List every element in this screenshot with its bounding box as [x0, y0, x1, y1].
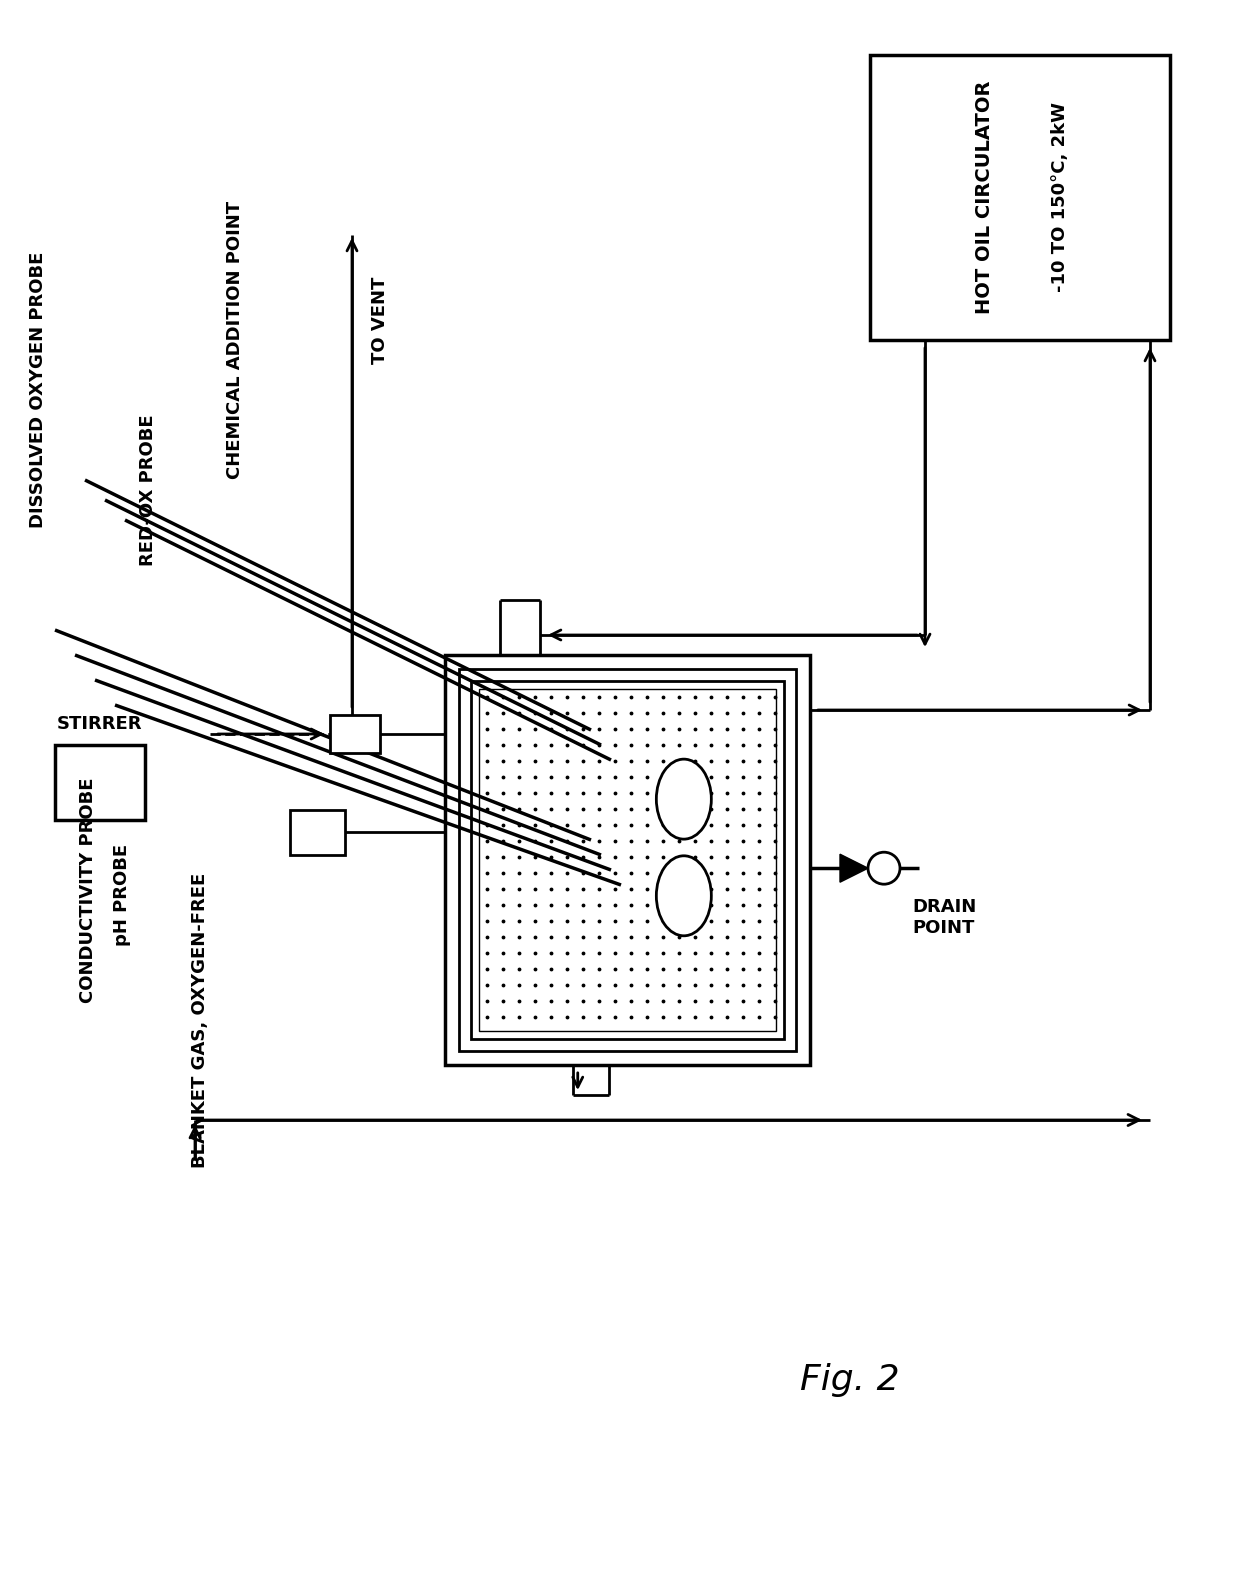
Bar [479, 689, 776, 1031]
Bar [471, 681, 784, 1038]
Ellipse shape [656, 856, 712, 936]
Ellipse shape [656, 760, 712, 839]
Text: TO VENT: TO VENT [371, 277, 389, 364]
Polygon shape [839, 855, 868, 882]
Text: HOT OIL CIRCULATOR: HOT OIL CIRCULATOR [976, 81, 994, 313]
Bar [330, 716, 379, 754]
Text: DRAIN
POINT: DRAIN POINT [911, 898, 976, 937]
Text: STIRRER: STIRRER [57, 716, 143, 733]
Text: BLANKET GAS, OXYGEN-FREE: BLANKET GAS, OXYGEN-FREE [191, 872, 210, 1168]
Text: Fig. 2: Fig. 2 [800, 1363, 900, 1398]
Bar [55, 746, 145, 820]
Text: RED-OX PROBE: RED-OX PROBE [139, 415, 157, 565]
Bar [290, 810, 345, 855]
Bar [870, 55, 1171, 340]
Ellipse shape [868, 852, 900, 885]
Bar [459, 670, 796, 1051]
Text: CHEMICAL ADDITION POINT: CHEMICAL ADDITION POINT [226, 201, 244, 480]
Text: -10 TO 150°C, 2kW: -10 TO 150°C, 2kW [1052, 101, 1069, 291]
Text: pH PROBE: pH PROBE [113, 844, 131, 947]
Bar [445, 655, 810, 1065]
Text: DISSOLVED OXYGEN PROBE: DISSOLVED OXYGEN PROBE [29, 252, 47, 529]
Text: CONDUCTIVITY PROBE: CONDUCTIVITY PROBE [79, 777, 97, 1002]
